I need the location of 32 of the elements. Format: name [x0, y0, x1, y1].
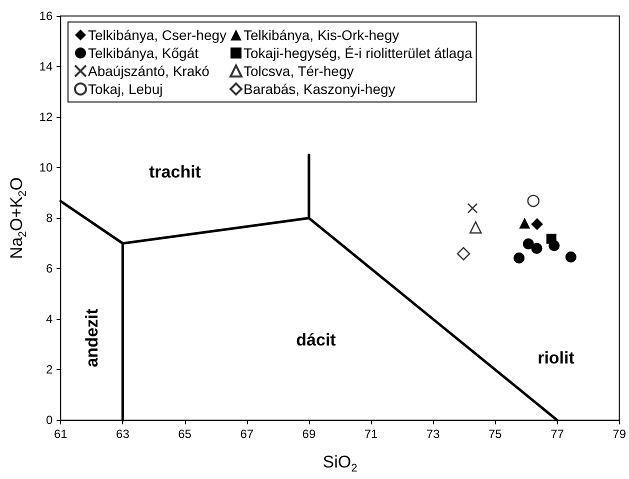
x-tick-label: 67	[240, 427, 254, 442]
x-tick-label: 79	[612, 427, 626, 442]
y-tick-label: 2	[46, 362, 53, 377]
x-tick-label: 71	[364, 427, 378, 442]
x-tick-label: 69	[302, 427, 316, 442]
y-axis-title: Na2O+K2O	[7, 177, 29, 259]
x-tick-label: 75	[488, 427, 502, 442]
legend-label: Tokaji-hegység, É-i riolitterület átlaga	[244, 45, 472, 61]
legend-label: Telkibánya, Kőgát	[88, 45, 199, 61]
y-tick-label: 6	[46, 262, 53, 276]
y-tick-label: 10	[39, 160, 53, 175]
legend-label: Telkibánya, Kis-Ork-hegy	[244, 27, 400, 43]
annotation: trachit	[149, 162, 202, 182]
y-tick-label: 12	[39, 110, 53, 124]
y-tick-label: 4	[46, 312, 53, 326]
legend-label: Telkibánya, Cser-hegy	[88, 27, 227, 43]
legend-label: Abaújszántó, Krakó	[88, 63, 210, 79]
y-tick-label: 16	[39, 9, 53, 23]
annotation: riolit	[538, 348, 575, 368]
x-tick-label: 73	[426, 427, 440, 442]
legend-label: Tolcsva, Tér-hegy	[244, 63, 354, 79]
x-tick-label: 65	[178, 427, 192, 442]
y-tick-label: 0	[46, 413, 53, 428]
legend-label: Barabás, Kaszonyi-hegy	[244, 81, 396, 97]
y-tick-label: 14	[39, 60, 53, 74]
annotation: andezit	[82, 308, 102, 368]
annotation: dácit	[296, 330, 336, 350]
y-tick-label: 8	[46, 211, 53, 226]
x-tick-label: 77	[550, 427, 564, 442]
x-tick-label: 63	[116, 427, 130, 442]
legend-label: Tokaj, Lebuj	[88, 81, 163, 97]
x-tick-label: 61	[54, 427, 68, 442]
